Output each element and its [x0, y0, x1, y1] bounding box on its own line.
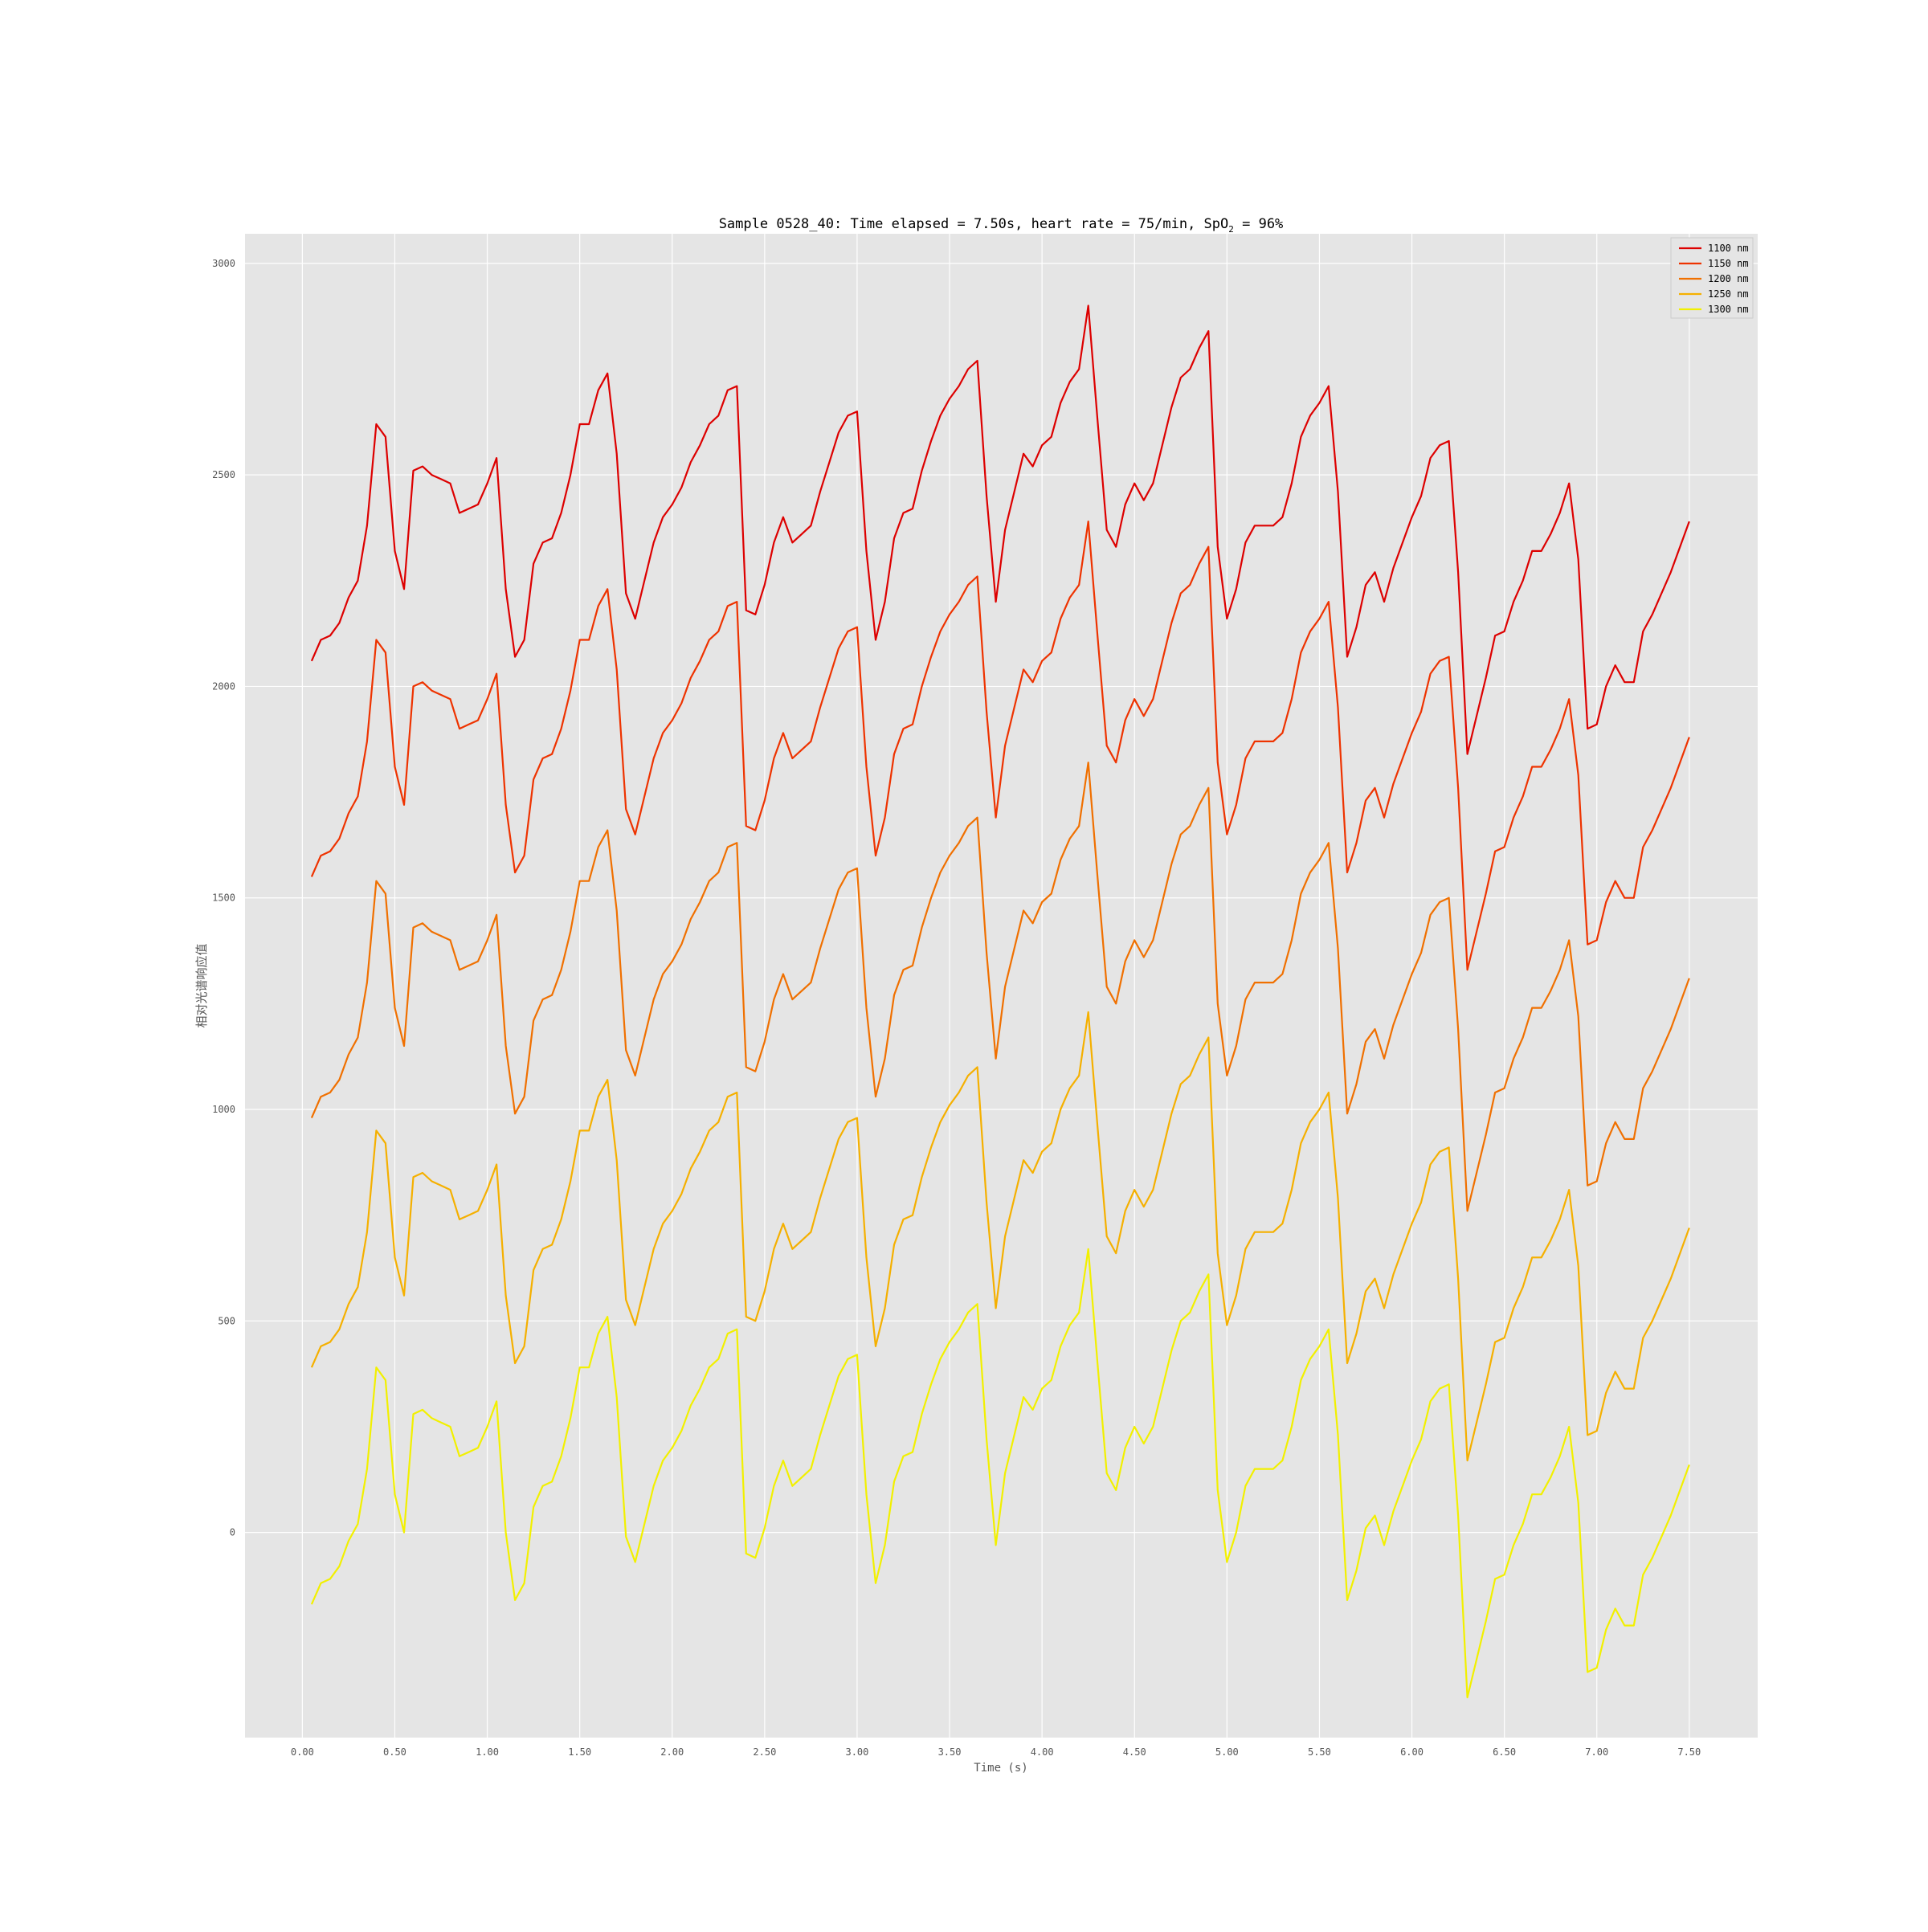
x-tick-label: 7.00 — [1585, 1746, 1608, 1758]
series-layer — [310, 304, 1690, 1699]
series-line — [310, 520, 1690, 971]
legend-label: 1100 nm — [1708, 243, 1749, 254]
x-tick-label: 4.50 — [1123, 1746, 1146, 1758]
x-tick-label: 2.50 — [753, 1746, 776, 1758]
plot-background — [245, 234, 1758, 1738]
x-tick-label: 2.00 — [660, 1746, 684, 1758]
y-tick-label: 1500 — [212, 892, 235, 904]
x-tick-label: 5.00 — [1215, 1746, 1239, 1758]
x-tick-label: 5.50 — [1308, 1746, 1331, 1758]
y-tick-label: 1000 — [212, 1104, 235, 1115]
grid — [245, 234, 1758, 1738]
x-tick-label: 4.00 — [1031, 1746, 1054, 1758]
x-tick-label: 3.50 — [938, 1746, 962, 1758]
y-tick-label: 2000 — [212, 680, 235, 692]
x-tick-label: 0.00 — [291, 1746, 314, 1758]
y-tick-label: 500 — [218, 1315, 235, 1326]
series-line — [310, 1011, 1690, 1462]
x-axis-label: Time (s) — [974, 1762, 1027, 1775]
tick-labels: 0.00 0.50 1.00 1.50 2.00 2.50 3.00 3.50 4.00 4.50… — [212, 258, 1701, 1758]
series-line — [310, 304, 1690, 755]
x-tick-label: 1.50 — [568, 1746, 591, 1758]
legend-label: 1250 nm — [1708, 288, 1749, 300]
legend-label: 1150 nm — [1708, 258, 1749, 269]
y-tick-label: 3000 — [212, 258, 235, 269]
y-tick-label: 2500 — [212, 469, 235, 480]
x-tick-label: 3.00 — [845, 1746, 868, 1758]
legend-label: 1300 nm — [1708, 304, 1749, 315]
legend: 1100 nm 1150 nm 1200 nm 1250 nm 1300 nm — [1670, 237, 1754, 319]
x-tick-label: 7.50 — [1677, 1746, 1701, 1758]
chart-title: Sample 0528_40: Time elapsed = 7.50s, he… — [719, 216, 1284, 235]
x-tick-label: 6.00 — [1400, 1746, 1424, 1758]
x-tick-label: 1.00 — [476, 1746, 499, 1758]
y-tick-label: 0 — [230, 1527, 235, 1538]
y-axis-label: 相对光谱响应值 — [194, 943, 209, 1027]
series-line — [310, 762, 1690, 1212]
x-tick-label: 0.50 — [383, 1746, 406, 1758]
legend-label: 1200 nm — [1708, 273, 1749, 284]
series-line — [310, 1248, 1690, 1699]
x-tick-label: 6.50 — [1493, 1746, 1516, 1758]
